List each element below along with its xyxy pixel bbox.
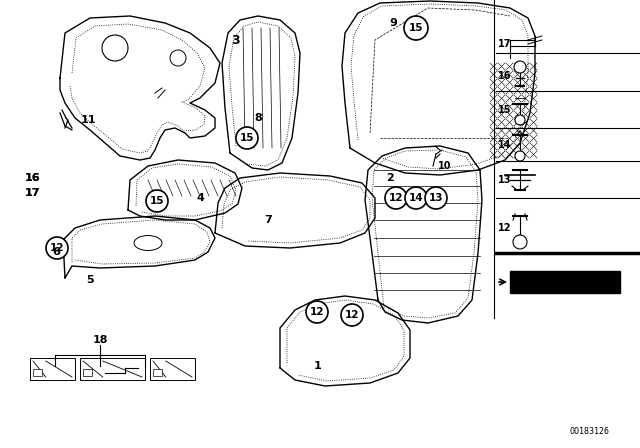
Text: 8: 8 (254, 113, 262, 123)
Ellipse shape (134, 236, 162, 250)
Bar (83, 369, 92, 376)
Bar (150, 358, 195, 380)
Text: 15: 15 (150, 196, 164, 206)
Text: 17: 17 (24, 188, 40, 198)
Text: 14: 14 (499, 140, 512, 150)
Text: 3: 3 (230, 34, 239, 47)
Circle shape (515, 151, 525, 161)
Text: 5: 5 (86, 275, 94, 285)
Circle shape (146, 190, 168, 212)
Text: 17: 17 (499, 39, 512, 49)
Text: 7: 7 (264, 215, 272, 225)
Text: 10: 10 (438, 161, 452, 171)
Text: 12: 12 (499, 223, 512, 233)
Bar (30, 358, 75, 380)
Text: 2: 2 (386, 173, 394, 183)
Text: 12: 12 (310, 307, 324, 317)
Text: 16: 16 (24, 173, 40, 183)
Text: 18: 18 (92, 335, 108, 345)
Circle shape (385, 187, 407, 209)
Text: 12: 12 (388, 193, 403, 203)
Text: 9: 9 (389, 18, 397, 28)
Bar (510, 271, 620, 293)
Text: 4: 4 (196, 193, 204, 203)
Circle shape (341, 304, 363, 326)
Text: 12: 12 (345, 310, 359, 320)
Text: 13: 13 (429, 193, 444, 203)
Circle shape (170, 50, 186, 66)
Circle shape (514, 61, 526, 73)
Text: OO183126: OO183126 (570, 427, 610, 436)
Circle shape (425, 187, 447, 209)
Circle shape (306, 301, 328, 323)
Circle shape (404, 16, 428, 40)
Text: 1: 1 (314, 361, 322, 371)
Text: 13: 13 (499, 175, 512, 185)
Bar (33, 369, 42, 376)
Circle shape (405, 187, 427, 209)
Text: 6: 6 (52, 247, 60, 257)
Circle shape (236, 127, 258, 149)
Circle shape (513, 235, 527, 249)
Text: 15: 15 (499, 105, 512, 115)
Text: 11: 11 (80, 115, 96, 125)
Bar (153, 369, 162, 376)
Bar (80, 358, 145, 380)
Text: 14: 14 (409, 193, 423, 203)
Text: 15: 15 (240, 133, 254, 143)
Text: 17: 17 (24, 188, 40, 198)
Text: 16: 16 (499, 71, 512, 81)
Circle shape (515, 115, 525, 125)
Text: 16: 16 (24, 173, 40, 183)
Circle shape (102, 35, 128, 61)
Circle shape (46, 237, 68, 259)
Text: 15: 15 (409, 23, 423, 33)
Text: 12: 12 (50, 243, 64, 253)
